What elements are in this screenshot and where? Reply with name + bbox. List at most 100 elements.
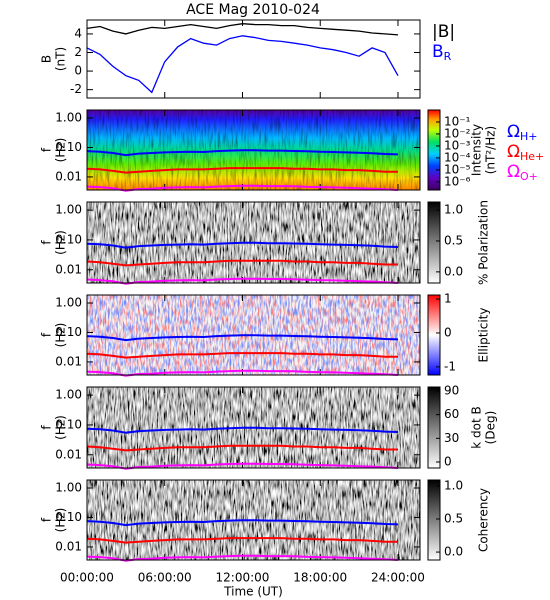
colorbar-label: (nT²/Hz) [484,126,498,174]
series-line [86,426,399,434]
y-tick-label: 0.01 [55,354,82,368]
colorbar-label: Ellipticity [477,308,491,363]
colorbar-tick-label: 1 [444,292,452,306]
series-line [86,23,399,36]
colorbar-label: Intensity [470,124,484,176]
series-line [86,241,399,249]
y-axis-label: f [40,147,54,152]
series-line [86,444,398,452]
legend-name: Ω [507,162,520,182]
colorbar-tick-label: 0.0 [444,264,463,278]
x-tick-label: 06:00:00 [138,571,192,585]
y-tick-label: 0.01 [55,262,82,276]
legend-subscript: H+ [520,130,538,143]
x-tick-label: 24:00:00 [371,571,425,585]
chart-title: ACE Mag 2010-024 [186,2,320,18]
series-line [86,537,398,544]
y-tick-label: 0.10 [55,510,82,524]
y-axis-label: (Hz) [54,508,68,533]
colorbar-label: Coherency [477,488,491,552]
legend-subscript: R [444,50,452,63]
y-axis-label: (Hz) [54,230,68,255]
series-line [86,334,399,342]
x-tick-label: 12:00:00 [216,571,270,585]
legend-entry: ΩH+ [507,122,538,143]
y-axis-label: (Hz) [54,415,68,440]
x-tick-label: 00:00:00 [60,571,114,585]
colorbar-tick-label: 10⁻³ [444,138,471,152]
colorbar-tick-label: 10⁻⁴ [444,150,471,164]
series-line [86,554,399,562]
legend-name: B [432,42,444,62]
colorbar-tick-label: 0.5 [444,512,463,526]
colorbar-label: % Polarization [477,200,491,285]
x-tick-label: 18:00:00 [293,571,347,585]
y-tick-label: 1.00 [55,111,82,125]
plot-frame [86,109,421,191]
plot-frame [86,479,421,561]
legend-subscript: O+ [520,170,538,183]
colorbar-tick-label: 10⁻⁵ [444,162,471,176]
y-axis-label: (Hz) [54,138,68,163]
series-line [86,462,399,470]
y-axis-label: (nT) [54,47,68,71]
y-axis-label: f [40,425,54,430]
colorbar-tick-label: 10⁻⁶ [444,174,471,188]
series-line [86,149,399,157]
colorbar-tick-label: 90 [444,383,459,397]
plot-frame [86,386,421,469]
colorbar-tick-label: 60 [444,407,459,421]
legend-entry: ΩO+ [507,162,538,183]
x-axis-label: Time (UT) [223,585,283,599]
series-line [86,352,398,359]
colorbar [427,386,441,469]
y-tick-label: 1.00 [55,481,82,495]
colorbar-tick-label: 1.0 [444,478,463,492]
legend-name: Ω [507,122,520,142]
colorbar [427,201,441,284]
colorbar [427,294,441,376]
legend-entry: |B| [432,22,455,42]
series-line [86,519,399,527]
y-axis-label: f [40,517,54,522]
plot-frame [86,201,421,284]
y-tick-label: 0 [74,64,82,78]
colorbar-tick-label: 1.0 [444,203,463,217]
legend-name: Ω [507,142,520,162]
y-tick-label: 0.10 [55,140,82,154]
colorbar-tick-label: 10⁻² [444,126,471,140]
legend-entry: BR [432,42,452,63]
colorbar-tick-label: -1 [444,359,456,373]
colorbar-label: (Deg) [484,411,498,445]
y-tick-label: 0.10 [55,417,82,431]
colorbar-label: k dot B [470,406,484,448]
legend-entry: ΩHe+ [507,142,544,163]
legend-subscript: He+ [520,150,544,163]
series-line [86,369,399,377]
colorbar-tick-label: 0 [444,325,452,339]
y-axis-label: (Hz) [54,323,68,348]
y-tick-label: 1.00 [55,388,82,402]
y-tick-label: 0.01 [55,539,82,553]
series-line [86,259,398,267]
y-tick-label: 4 [74,26,82,40]
colorbar-tick-label: 0 [444,455,452,469]
y-axis-label: f [40,240,54,245]
series-line [86,277,399,285]
legend-name: |B| [432,22,455,42]
y-tick-label: 0.10 [55,232,82,246]
y-axis-label: B [40,55,54,63]
colorbar-tick-label: 0.0 [444,545,463,559]
plot-frame [86,294,421,376]
series-line [86,184,399,192]
y-tick-label: 0.01 [55,169,82,183]
plot-frame [86,19,421,99]
colorbar [427,479,441,561]
y-tick-label: 0.10 [55,325,82,339]
colorbar-tick-label: 0.5 [444,233,463,247]
y-axis-label: f [40,332,54,337]
y-tick-label: -2 [70,82,82,96]
y-tick-label: 1.00 [55,296,82,310]
y-tick-label: 2 [74,45,82,59]
